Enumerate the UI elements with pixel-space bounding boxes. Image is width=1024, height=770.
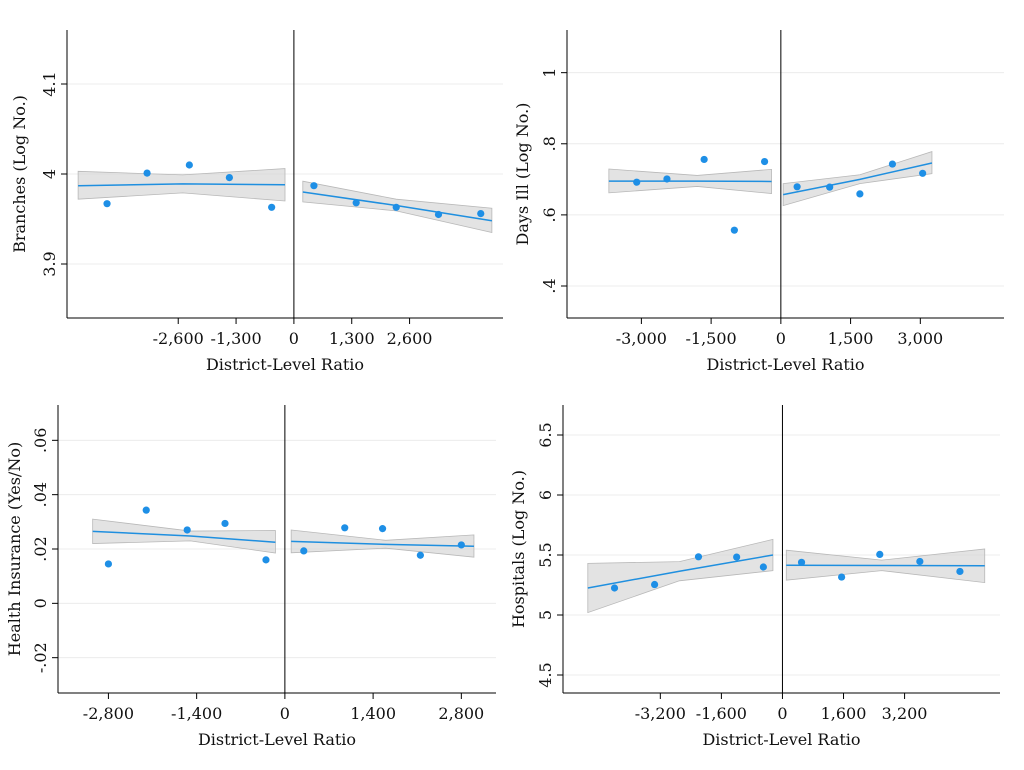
x-tick-label-3: 1,300 [329, 329, 375, 348]
fit-line-left [78, 183, 286, 187]
x-tick-label-4: 3,200 [882, 704, 928, 723]
data-point-9 [956, 567, 964, 576]
x-tick-label-0: -2,800 [83, 704, 134, 723]
y-tick-label-2: .02 [31, 536, 50, 561]
data-point-7 [378, 525, 387, 533]
data-point-3 [221, 519, 229, 528]
x-axis-label: District-Level Ratio [706, 355, 864, 374]
data-point-9 [457, 541, 465, 549]
y-axis-label: Hospitals (Log No.) [509, 470, 528, 628]
y-tick-label-4: 6.5 [536, 422, 555, 447]
data-point-9 [477, 210, 485, 218]
data-point-1 [143, 169, 151, 177]
x-tick-label-4: 2,800 [438, 704, 484, 723]
data-point-3 [730, 226, 738, 234]
data-point-9 [919, 169, 927, 177]
y-tick-label-4: .06 [31, 428, 50, 453]
x-tick-label-0: -2,600 [153, 329, 204, 348]
data-point-2 [185, 161, 193, 169]
data-point-3 [225, 174, 233, 182]
y-tick-label-2: .8 [540, 136, 559, 151]
data-point-6 [341, 524, 349, 532]
fit-line-left [587, 554, 774, 589]
y-axis-label: Health Insurance (Yes/No) [5, 442, 24, 656]
data-point-7 [856, 190, 864, 198]
fit-line-right [786, 564, 985, 567]
confidence-band-left [77, 168, 286, 202]
y-tick-label-1: 4 [40, 169, 59, 179]
data-point-5 [793, 183, 801, 191]
data-point-8 [434, 210, 443, 219]
x-tick-label-1: -1,500 [686, 329, 737, 348]
data-point-5 [310, 182, 318, 190]
data-point-3 [733, 553, 741, 561]
data-point-0 [610, 584, 619, 592]
x-tick-label-1: -1,300 [210, 329, 261, 348]
y-tick-label-2: 5.5 [536, 542, 555, 567]
data-point-5 [797, 558, 806, 566]
x-axis-label: District-Level Ratio [206, 355, 364, 374]
x-tick-label-4: 2,600 [387, 329, 433, 348]
data-point-1 [663, 175, 671, 183]
y-tick-label-3: .04 [31, 482, 50, 507]
x-tick-label-4: 3,000 [897, 329, 943, 348]
x-tick-label-3: 1,400 [350, 704, 396, 723]
y-axis-label: Days Ill (Log No.) [513, 103, 532, 246]
data-point-2 [700, 155, 708, 164]
y-tick-label-0: .4 [540, 278, 559, 293]
data-point-0 [103, 200, 111, 208]
y-tick-label-2: 4.1 [40, 71, 59, 96]
data-point-4 [268, 203, 276, 211]
data-point-5 [300, 547, 308, 555]
x-tick-label-2: 0 [280, 704, 290, 723]
data-point-0 [104, 560, 113, 568]
data-point-8 [416, 551, 424, 559]
x-tick-label-0: -3,000 [616, 329, 667, 348]
x-tick-label-3: 1,500 [828, 329, 874, 348]
data-point-6 [838, 573, 846, 581]
y-tick-label-0: 4.5 [536, 662, 555, 687]
data-point-6 [826, 183, 834, 191]
chart-panel-2: -3,000 -1,500 0 1,500 3,000 .4 .6 .8 1 District-L… [513, 30, 1004, 374]
data-point-0 [633, 178, 641, 186]
data-point-1 [142, 506, 150, 514]
data-point-4 [759, 563, 767, 571]
fit-line-left [92, 530, 276, 543]
y-tick-label-1: 5 [536, 610, 555, 620]
confidence-band-left [587, 538, 774, 614]
y-tick-label-0: -.02 [31, 642, 50, 673]
data-point-7 [392, 203, 400, 211]
data-point-2 [183, 526, 191, 534]
x-tick-label-2: 0 [289, 329, 299, 348]
data-point-2 [694, 553, 703, 561]
y-tick-label-1: .6 [540, 207, 559, 222]
x-tick-label-0: -3,200 [635, 704, 686, 723]
data-point-4 [262, 556, 270, 564]
y-tick-label-3: 1 [540, 68, 559, 78]
chart-panel-4: -3,200 -1,600 0 1,600 3,200 4.5 5 5.5 6 6.5 Distri… [509, 405, 1000, 749]
fit-line-right [291, 540, 474, 548]
y-tick-label-1: 0 [31, 598, 50, 608]
y-tick-label-0: 3.9 [40, 251, 59, 276]
x-tick-label-2: 0 [776, 329, 786, 348]
data-point-4 [760, 157, 769, 166]
x-tick-label-2: 0 [777, 704, 787, 723]
x-tick-label-1: -1,600 [696, 704, 747, 723]
confidence-band-right [782, 151, 933, 207]
data-point-6 [352, 199, 360, 207]
y-tick-label-3: 6 [536, 490, 555, 500]
fit-line-right [783, 162, 933, 196]
x-axis-label: District-Level Ratio [198, 730, 356, 749]
data-point-7 [876, 550, 884, 559]
x-tick-label-3: 1,600 [821, 704, 867, 723]
chart-panel-1: -2,600 -1,300 0 1,300 2,600 3.9 4 4.1 District-L… [10, 30, 503, 374]
y-axis-label: Branches (Log No.) [10, 95, 29, 253]
x-tick-label-1: -1,400 [171, 704, 222, 723]
chart-panel-3: -2,800 -1,400 0 1,400 2,800 -.02 0 .02 .04 .06 Dis… [5, 405, 496, 749]
x-axis-label: District-Level Ratio [702, 730, 860, 749]
data-point-1 [650, 580, 659, 589]
data-point-8 [916, 557, 924, 566]
data-point-8 [888, 160, 897, 168]
